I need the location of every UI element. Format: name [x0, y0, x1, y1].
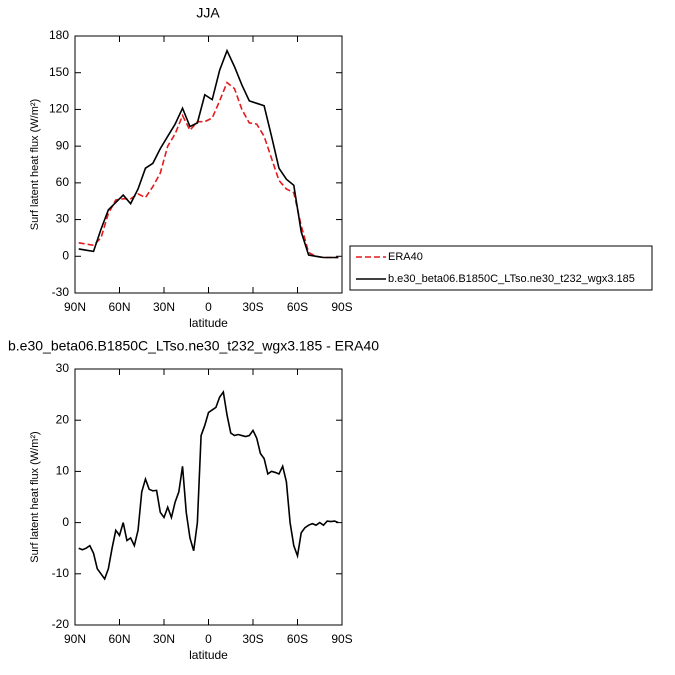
x-tick-label: 90S — [331, 300, 352, 314]
x-tick-label: 0 — [205, 300, 212, 314]
x-tick-label: 30N — [153, 300, 175, 314]
y-tick-label: 90 — [56, 138, 70, 152]
x-tick-label: 90N — [64, 300, 86, 314]
y-tick-label: 0 — [62, 515, 69, 529]
y-tick-label: 10 — [56, 464, 70, 478]
y-tick-label: 180 — [49, 28, 69, 42]
x-tick-label: 30N — [153, 632, 175, 646]
y-tick-label: 30 — [56, 361, 70, 375]
data-line — [78, 48, 339, 259]
y-axis-label: Surf latent heat flux (W/m²) — [29, 99, 41, 230]
y-tick-label: -20 — [52, 617, 70, 631]
x-tick-label: 30S — [242, 300, 263, 314]
data-line — [78, 81, 339, 259]
y-tick-label: 120 — [49, 102, 69, 116]
y-tick-label: -30 — [52, 285, 70, 299]
x-tick-label: 90N — [64, 632, 86, 646]
x-tick-label: 30S — [242, 632, 263, 646]
y-tick-label: 0 — [62, 248, 69, 262]
data-line — [78, 390, 339, 581]
x-tick-label: 60N — [108, 300, 130, 314]
legend-box — [349, 245, 653, 291]
y-tick-label: 30 — [56, 212, 70, 226]
y-tick-label: -10 — [52, 566, 70, 580]
plot-frame — [74, 368, 343, 626]
y-tick-label: 60 — [56, 175, 70, 189]
x-axis-label: latitude — [189, 316, 228, 330]
x-tick-label: 90S — [331, 632, 352, 646]
x-tick-label: 60S — [287, 300, 308, 314]
legend-label: b.e30_beta06.B1850C_LTso.ne30_t232_wgx3.… — [388, 273, 635, 285]
chart-title: b.e30_beta06.B1850C_LTso.ne30_t232_wgx3.… — [8, 338, 379, 354]
legend-label: ERA40 — [388, 251, 423, 263]
x-tick-label: 0 — [205, 632, 212, 646]
plot-frame — [74, 35, 343, 294]
y-tick-label: 20 — [56, 412, 70, 426]
chart-title: JJA — [196, 5, 220, 21]
x-tick-label: 60N — [108, 632, 130, 646]
y-axis-label: Surf latent heat flux (W/m²) — [29, 431, 41, 562]
x-tick-label: 60S — [287, 632, 308, 646]
y-tick-label: 150 — [49, 65, 69, 79]
x-axis-label: latitude — [189, 648, 228, 662]
